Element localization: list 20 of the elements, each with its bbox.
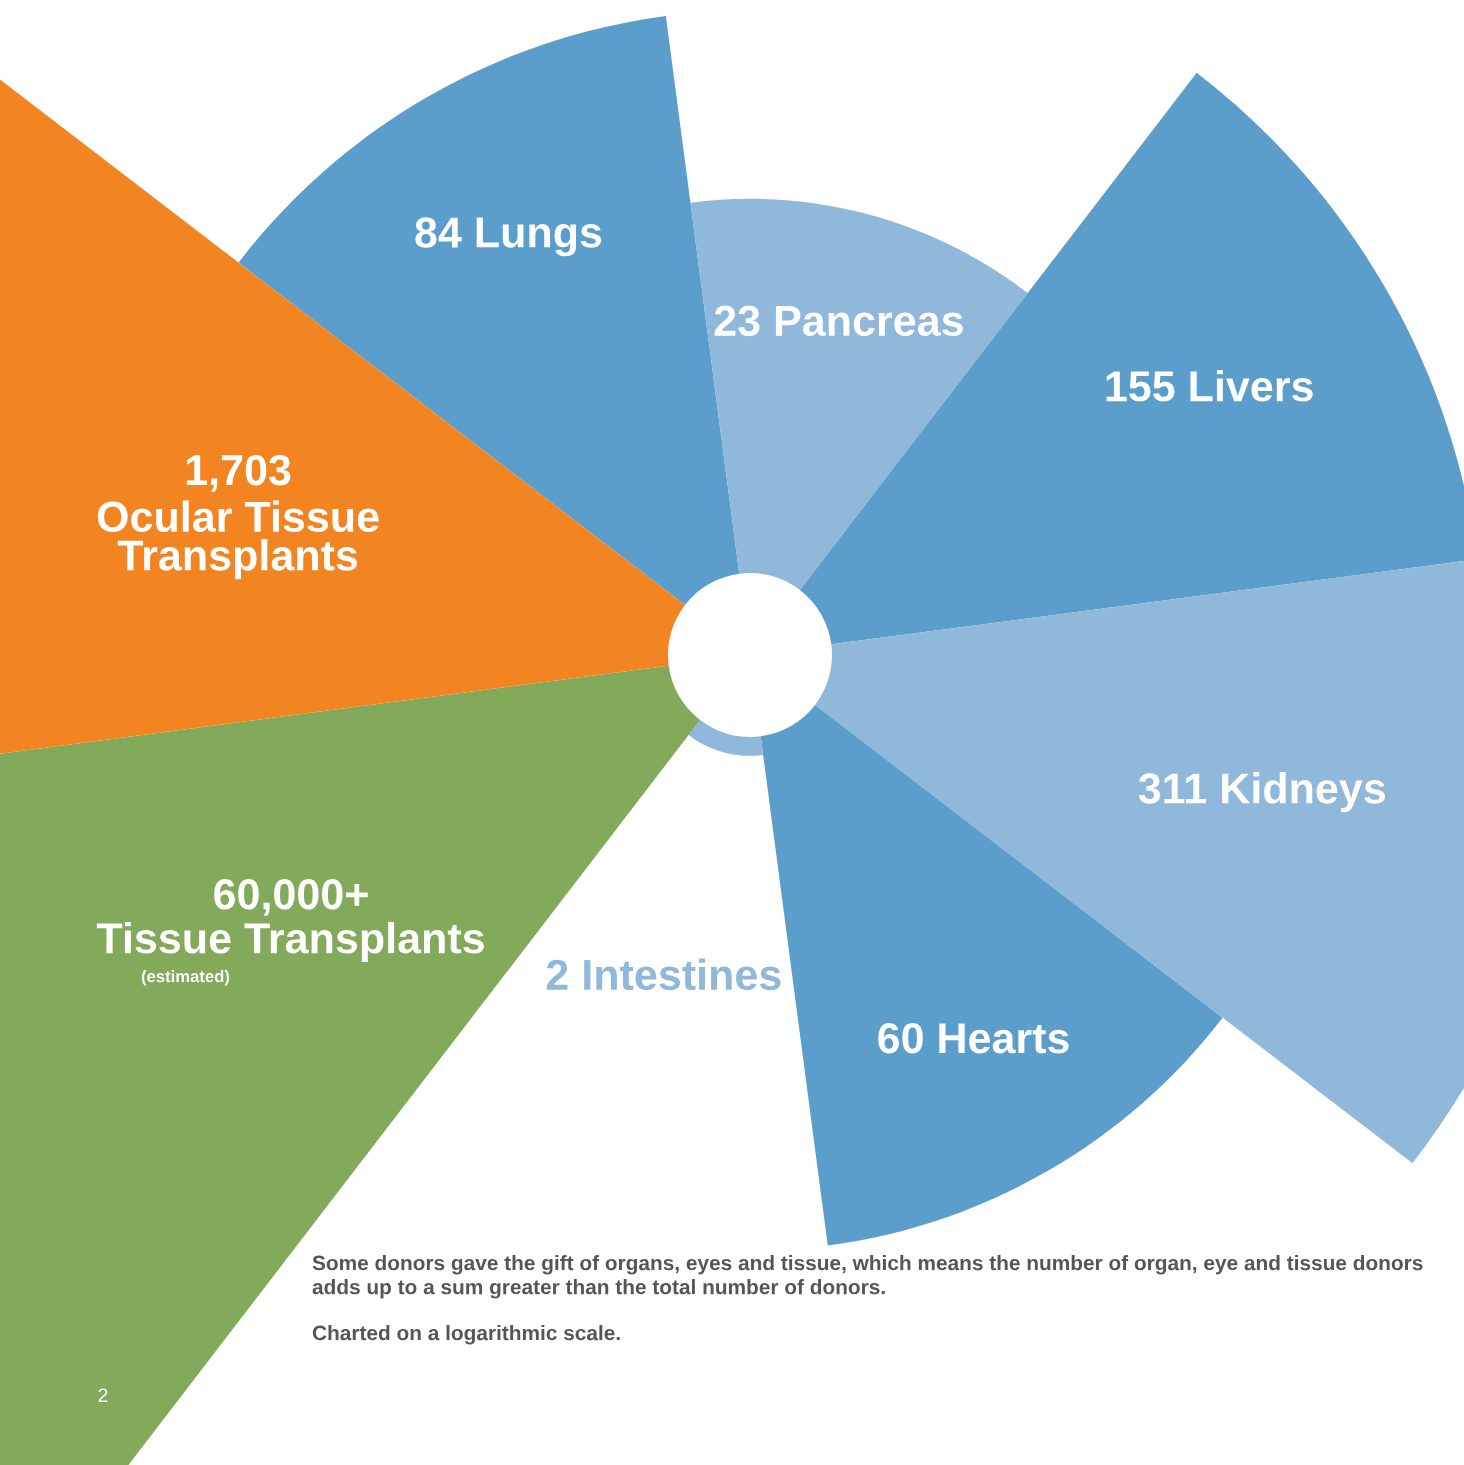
data-label: 1,703: [186, 454, 291, 492]
text: Some donors gave the gift of organs, eyes and tissue, which means the number of organ, eye and tissue donors adds up to a sum greater than the total number of donors.: [312, 1255, 1423, 1299]
category-label: Tissue Transplants: [96, 921, 484, 963]
text: Charted on a logarithmic scale.: [312, 1325, 620, 1345]
data-label: 60,000+: [214, 879, 368, 916]
data-label: 311: [1138, 773, 1207, 804]
data-label: 84: [415, 217, 462, 248]
category-label: Ocular Tissue Transplants: [97, 500, 379, 580]
data-label: 23: [714, 305, 760, 337]
data-label: 155: [1106, 371, 1175, 402]
category-label: Kidneys: [1222, 772, 1385, 813]
category-label: Intestines: [584, 958, 781, 991]
category-label: Lungs: [476, 217, 602, 257]
category-label: Hearts: [939, 1023, 1069, 1054]
text: 2: [98, 1388, 108, 1403]
data-label: 60: [878, 1022, 923, 1054]
category-label: Livers: [1190, 369, 1313, 402]
text: (estimated): [141, 970, 230, 986]
category-label: Pancreas: [775, 306, 963, 337]
data-label: 2: [546, 959, 568, 990]
